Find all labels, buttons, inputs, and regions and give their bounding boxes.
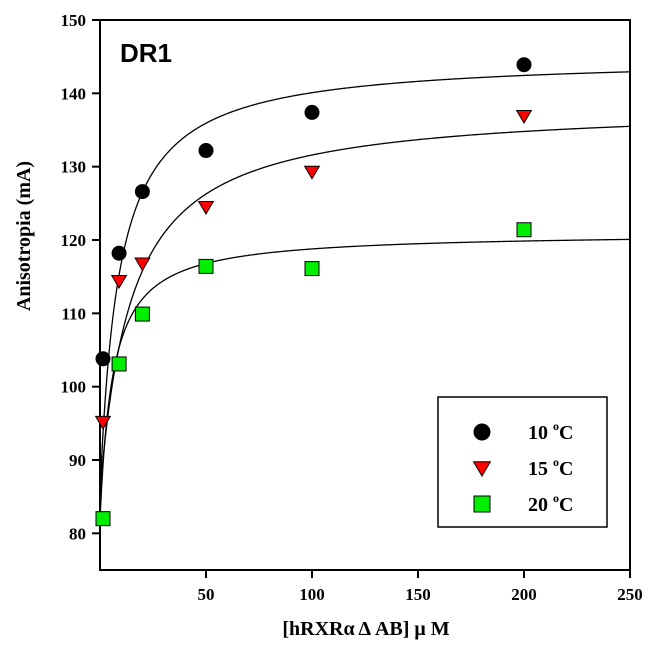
- plot-frame: [99, 19, 631, 571]
- legend-label: 10 oC: [528, 419, 573, 444]
- data-points: [94, 57, 533, 527]
- data-point-triangle-down: [110, 275, 128, 290]
- data-point-triangle-down: [303, 165, 321, 180]
- y-tick-label: 90: [69, 451, 86, 470]
- legend: 10 oC 15 oC 20 oC: [437, 396, 608, 528]
- y-tick-label: 100: [61, 378, 87, 397]
- fit-curve: [99, 238, 631, 521]
- y-tick-label: 150: [61, 11, 87, 30]
- legend-marker-triangle-down: [472, 461, 492, 477]
- y-tick-label: 120: [61, 231, 87, 250]
- x-tick-label: 100: [299, 585, 325, 604]
- y-tick-label: 140: [61, 84, 87, 103]
- data-point-circle: [516, 57, 532, 73]
- x-tick-label: 50: [198, 585, 215, 604]
- fit-curves: [99, 71, 631, 521]
- data-point-circle: [134, 184, 150, 200]
- data-point-triangle-down: [515, 110, 533, 125]
- data-point-circle: [95, 351, 111, 367]
- x-tick-label: 150: [405, 585, 431, 604]
- legend-marker-square: [473, 495, 491, 513]
- y-tick-label: 130: [61, 158, 87, 177]
- data-point-circle: [111, 245, 127, 261]
- data-point-triangle-down: [94, 415, 112, 430]
- y-axis-title: Anisotropia (mA): [13, 161, 35, 311]
- x-tick-label: 250: [617, 585, 643, 604]
- legend-label: 20 oC: [528, 491, 573, 516]
- data-point-square: [95, 511, 111, 527]
- fit-curve: [99, 125, 631, 494]
- legend-marker-circle: [473, 423, 491, 441]
- data-point-square: [516, 222, 532, 238]
- x-tick-label: 200: [511, 585, 537, 604]
- data-point-triangle-down: [197, 200, 215, 215]
- data-point-square: [304, 261, 320, 277]
- plot-axes: 80 90 100 110 120 130 140 150 50 100 150 200 250: [61, 11, 643, 604]
- data-point-circle: [304, 104, 320, 120]
- data-point-square: [198, 258, 214, 274]
- y-tick-label: 80: [69, 524, 86, 543]
- data-point-square: [134, 306, 150, 322]
- legend-box: [437, 396, 608, 528]
- fit-curve: [99, 71, 631, 494]
- y-tick-label: 110: [61, 304, 86, 323]
- data-point-square: [111, 356, 127, 372]
- panel-label: DR1: [120, 38, 172, 68]
- data-point-triangle-down: [134, 257, 151, 272]
- x-axis-title: [hRXRα Δ AB] μ M: [282, 618, 449, 640]
- data-point-circle: [198, 143, 214, 159]
- legend-label: 15 oC: [528, 455, 573, 480]
